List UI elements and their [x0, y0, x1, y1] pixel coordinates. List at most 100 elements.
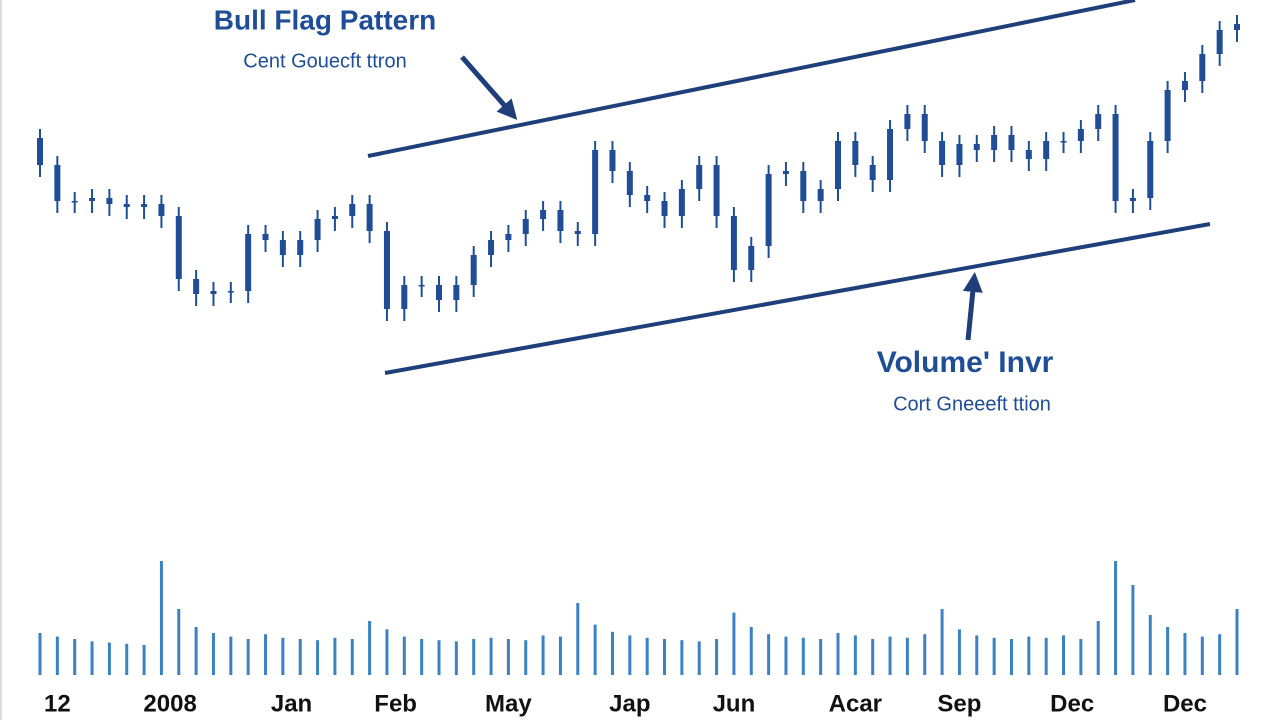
plot-area: 12 2008 Jan Feb May Jap Jun Acar Sep Dec Dec: [37, 15, 1240, 717]
volume-bar: [732, 612, 736, 675]
candle-body: [574, 231, 581, 234]
volume-bar: [715, 639, 719, 675]
volume-bar: [784, 636, 788, 675]
candle-body: [1147, 141, 1154, 198]
candle-body: [1199, 54, 1206, 81]
candle-body: [592, 150, 599, 234]
candle-body: [730, 216, 737, 270]
candle-body: [158, 204, 165, 216]
volume-bar: [73, 639, 77, 675]
candle-body: [782, 171, 789, 174]
candle-body: [835, 141, 841, 189]
candle-body: [470, 255, 477, 285]
candle-body: [366, 204, 373, 231]
volume-bar: [107, 642, 111, 675]
x-tick-label: Jap: [609, 690, 650, 717]
volume-bar: [940, 609, 944, 675]
volume-bar: [888, 636, 892, 675]
chart-title: Bull Flag Pattern: [214, 4, 436, 35]
volume-bar: [1166, 627, 1170, 675]
candle-body: [696, 165, 703, 189]
candle-body: [765, 174, 772, 246]
volume-bar: [177, 609, 181, 675]
volume-bar: [541, 635, 545, 675]
volume-bar: [142, 645, 146, 675]
candle-body: [956, 144, 963, 165]
candle-body: [227, 291, 234, 293]
candle-body: [852, 141, 859, 165]
arrow: [962, 272, 983, 341]
volume-bar: [663, 639, 667, 675]
candle-body: [869, 165, 876, 180]
volume-bar: [524, 640, 528, 675]
volume-bar: [90, 641, 94, 675]
volume-bar: [1148, 615, 1152, 675]
candle-body: [175, 216, 182, 279]
candle-body: [401, 285, 408, 309]
candle-body: [921, 114, 928, 141]
volume-bar: [905, 637, 909, 675]
volume-bar: [593, 624, 597, 675]
volume-bar: [472, 639, 476, 675]
upper-trendline: [367, 0, 1136, 158]
candle-body: [314, 219, 321, 240]
x-tick-label: Dec: [1163, 690, 1207, 717]
volume-bar: [489, 637, 493, 675]
volume-bar: [680, 640, 684, 675]
candle-body: [817, 189, 824, 201]
candle-body: [748, 246, 755, 270]
candle-body: [436, 285, 442, 300]
lower-trendline: [384, 222, 1211, 375]
candle-body: [193, 279, 200, 294]
candle-body: [626, 171, 633, 195]
candle-body: [210, 291, 217, 294]
candle-body: [887, 129, 894, 180]
candle-body: [1095, 114, 1102, 129]
candle-body: [453, 285, 460, 300]
volume-bar: [402, 636, 406, 675]
x-tick-label: Sep: [937, 690, 981, 717]
volume-bar: [975, 635, 979, 675]
volume-bar: [1183, 633, 1187, 675]
volume-bar: [923, 634, 927, 675]
candle-body: [89, 198, 96, 201]
volume-bar: [333, 637, 337, 675]
volume-bar: [246, 639, 250, 675]
candle-body: [141, 204, 148, 207]
candle-body: [713, 165, 720, 216]
volume-bar: [1009, 639, 1013, 675]
arrow: [460, 55, 518, 121]
volume-bar: [1218, 634, 1222, 675]
volume-bar: [1235, 609, 1239, 675]
volume-bar: [1079, 639, 1083, 675]
candle-body: [661, 201, 668, 216]
volume-bar: [298, 639, 302, 675]
x-tick-label: Jun: [713, 690, 756, 717]
volume-bar: [368, 621, 372, 675]
volume-bar: [645, 637, 649, 675]
volume-bar: [125, 643, 129, 675]
volume-bar: [437, 640, 441, 675]
candle-body: [540, 210, 547, 219]
candle-body: [939, 141, 946, 165]
candle-body: [245, 234, 252, 291]
candle-body: [1060, 141, 1067, 143]
candle-body: [609, 150, 616, 171]
volume-bar: [819, 639, 823, 675]
candle-body: [488, 240, 495, 255]
volume-bar: [159, 561, 163, 675]
volume-bar: [767, 634, 771, 675]
candle-body: [262, 234, 269, 240]
volume-bar: [194, 627, 198, 675]
volume-bar: [871, 639, 875, 675]
volume-bar: [264, 634, 268, 675]
volume-bar: [281, 637, 285, 675]
volume-bar: [576, 603, 580, 675]
volume-bar: [749, 627, 753, 675]
candle-body: [1129, 198, 1136, 201]
volume-bar: [55, 636, 59, 675]
volume-bar: [38, 633, 42, 675]
x-tick-label: Acar: [829, 690, 882, 717]
candle-body: [383, 231, 390, 309]
